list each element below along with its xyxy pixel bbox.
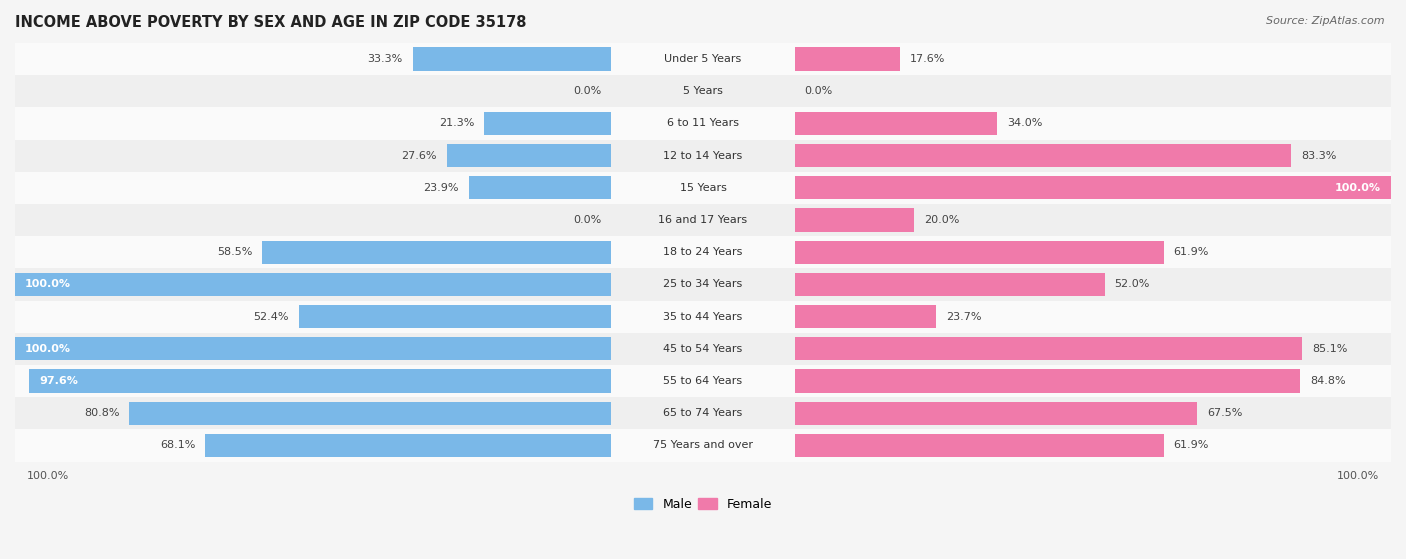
Text: 27.6%: 27.6% — [401, 150, 437, 160]
Text: 67.5%: 67.5% — [1206, 408, 1243, 418]
Bar — [30, 369, 612, 392]
Text: 23.9%: 23.9% — [423, 183, 458, 193]
Bar — [15, 236, 1391, 268]
Bar — [794, 240, 1164, 264]
Bar — [794, 209, 914, 231]
Bar — [794, 337, 1302, 361]
Bar — [484, 112, 612, 135]
Text: 55 to 64 Years: 55 to 64 Years — [664, 376, 742, 386]
Bar — [794, 176, 1391, 200]
Text: 52.0%: 52.0% — [1115, 280, 1150, 290]
Bar — [413, 48, 612, 70]
Text: 34.0%: 34.0% — [1007, 119, 1043, 129]
Text: 33.3%: 33.3% — [367, 54, 404, 64]
Bar — [15, 140, 1391, 172]
Bar — [794, 273, 1105, 296]
Bar — [15, 172, 1391, 204]
Bar — [794, 305, 936, 328]
Bar — [15, 273, 612, 296]
Bar — [15, 75, 1391, 107]
Text: 52.4%: 52.4% — [253, 311, 290, 321]
Text: 15 Years: 15 Years — [679, 183, 727, 193]
Text: 80.8%: 80.8% — [84, 408, 120, 418]
Text: 58.5%: 58.5% — [218, 247, 253, 257]
Bar — [794, 48, 900, 70]
Bar — [794, 369, 1301, 392]
Text: 61.9%: 61.9% — [1174, 247, 1209, 257]
Text: Under 5 Years: Under 5 Years — [665, 54, 741, 64]
Bar — [794, 434, 1164, 457]
Text: 0.0%: 0.0% — [574, 215, 602, 225]
Bar — [15, 268, 1391, 301]
Text: 21.3%: 21.3% — [439, 119, 474, 129]
Bar — [794, 401, 1198, 425]
Text: 83.3%: 83.3% — [1301, 150, 1337, 160]
Text: 100.0%: 100.0% — [1336, 183, 1381, 193]
Bar — [205, 434, 612, 457]
Text: Source: ZipAtlas.com: Source: ZipAtlas.com — [1267, 16, 1385, 26]
Bar — [447, 144, 612, 167]
Bar — [15, 43, 1391, 75]
Text: 16 and 17 Years: 16 and 17 Years — [658, 215, 748, 225]
Text: 35 to 44 Years: 35 to 44 Years — [664, 311, 742, 321]
Bar — [15, 301, 1391, 333]
Bar — [129, 401, 612, 425]
Bar — [15, 333, 1391, 365]
Text: 0.0%: 0.0% — [574, 86, 602, 96]
Text: 100.0%: 100.0% — [25, 344, 70, 354]
Text: 18 to 24 Years: 18 to 24 Years — [664, 247, 742, 257]
Text: 97.6%: 97.6% — [39, 376, 77, 386]
Text: 68.1%: 68.1% — [160, 440, 195, 451]
Text: 23.7%: 23.7% — [946, 311, 981, 321]
Text: 25 to 34 Years: 25 to 34 Years — [664, 280, 742, 290]
Text: 61.9%: 61.9% — [1174, 440, 1209, 451]
Text: 6 to 11 Years: 6 to 11 Years — [666, 119, 740, 129]
Bar — [263, 240, 612, 264]
Text: 65 to 74 Years: 65 to 74 Years — [664, 408, 742, 418]
Bar — [15, 337, 612, 361]
Bar — [468, 176, 612, 200]
Text: 20.0%: 20.0% — [924, 215, 959, 225]
Text: 17.6%: 17.6% — [910, 54, 945, 64]
Bar — [15, 204, 1391, 236]
Text: 5 Years: 5 Years — [683, 86, 723, 96]
Text: INCOME ABOVE POVERTY BY SEX AND AGE IN ZIP CODE 35178: INCOME ABOVE POVERTY BY SEX AND AGE IN Z… — [15, 15, 526, 30]
Bar — [794, 112, 997, 135]
Text: 12 to 14 Years: 12 to 14 Years — [664, 150, 742, 160]
Bar — [15, 365, 1391, 397]
Text: 75 Years and over: 75 Years and over — [652, 440, 754, 451]
Bar — [299, 305, 612, 328]
Text: 100.0%: 100.0% — [25, 280, 70, 290]
Bar — [15, 397, 1391, 429]
Bar — [15, 107, 1391, 140]
Text: 84.8%: 84.8% — [1310, 376, 1346, 386]
Legend: Male, Female: Male, Female — [628, 493, 778, 516]
Text: 0.0%: 0.0% — [804, 86, 832, 96]
Bar — [15, 429, 1391, 462]
Bar — [794, 144, 1292, 167]
Text: 85.1%: 85.1% — [1312, 344, 1347, 354]
Text: 45 to 54 Years: 45 to 54 Years — [664, 344, 742, 354]
